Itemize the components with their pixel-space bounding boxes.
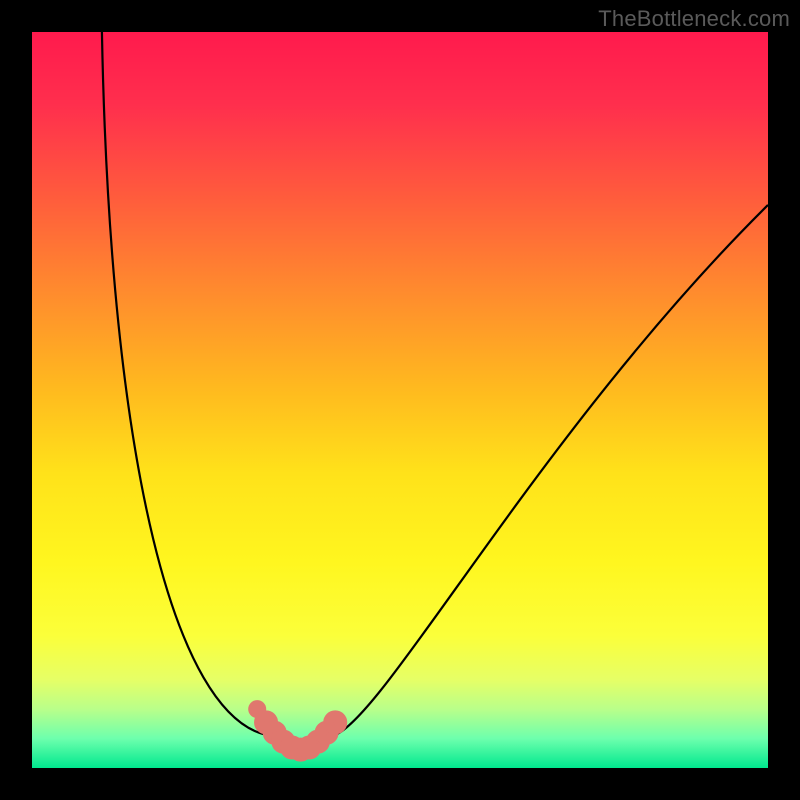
curve-layer	[32, 32, 768, 768]
watermark-text: TheBottleneck.com	[598, 6, 790, 32]
chain-link	[328, 715, 342, 729]
plot-area	[32, 32, 768, 768]
chain-group	[248, 700, 342, 756]
right-curve	[335, 205, 768, 735]
left-curve	[102, 32, 266, 735]
